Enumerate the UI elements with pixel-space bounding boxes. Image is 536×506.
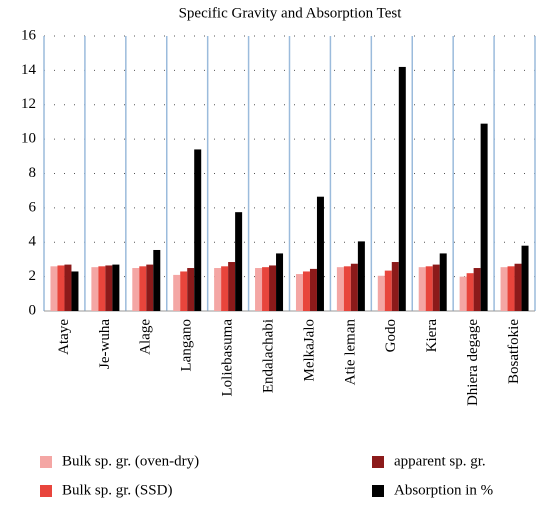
- bar: [350, 263, 358, 311]
- x-tick-label: Langano: [179, 319, 195, 371]
- x-tick-label: Godo: [383, 319, 399, 352]
- bar: [187, 268, 195, 311]
- bar: [214, 268, 222, 311]
- bar: [439, 253, 447, 311]
- bar: [466, 273, 474, 311]
- bar: [255, 268, 263, 311]
- bar: [112, 264, 120, 311]
- bar: [425, 266, 433, 311]
- bar: [221, 266, 229, 311]
- bar: [302, 271, 310, 311]
- bar: [336, 267, 344, 311]
- bar: [432, 264, 440, 311]
- x-tick-label: Bosatfokie: [506, 319, 522, 384]
- bar: [309, 268, 317, 311]
- legend-swatch: [372, 485, 384, 497]
- bar: [507, 266, 515, 311]
- bar: [91, 267, 99, 311]
- bar: [500, 267, 508, 311]
- bar: [180, 271, 188, 311]
- bar: [418, 267, 426, 311]
- y-tick-label: 14: [21, 62, 37, 78]
- legend-label: Absorption in %: [394, 482, 493, 498]
- bar: [71, 271, 79, 311]
- x-tick-label: Atie leman: [342, 319, 358, 386]
- bar: [357, 241, 365, 311]
- y-tick-label: 10: [21, 131, 36, 147]
- legend-label: Bulk sp. gr. (SSD): [62, 482, 172, 498]
- bar: [514, 263, 522, 311]
- bar: [269, 265, 277, 311]
- bar: [228, 262, 236, 311]
- y-tick-label: 6: [29, 199, 37, 215]
- bar: [316, 196, 324, 311]
- bar: [64, 264, 72, 311]
- legend-swatch: [40, 456, 52, 468]
- x-tick-label: Ataye: [56, 319, 72, 355]
- bar: [132, 268, 140, 311]
- bar: [521, 245, 529, 311]
- bar: [276, 253, 284, 311]
- y-tick-label: 12: [21, 96, 36, 112]
- bar: [146, 264, 154, 311]
- y-tick-label: 8: [29, 165, 37, 181]
- x-tick-label: MelkaJalo: [301, 319, 317, 381]
- bar: [50, 266, 58, 311]
- y-tick-label: 16: [21, 27, 37, 43]
- bar: [105, 265, 113, 311]
- bar: [139, 266, 147, 311]
- bar: [384, 270, 392, 311]
- x-tick-label: Alage: [138, 319, 154, 355]
- bar: [98, 266, 106, 311]
- bar: [391, 262, 399, 311]
- legend-swatch: [40, 485, 52, 497]
- bar: [295, 274, 303, 311]
- x-tick-label: Je-wuha: [97, 319, 113, 369]
- y-tick-label: 0: [29, 302, 37, 318]
- bar: [235, 212, 243, 311]
- x-tick-label: Endalachabi: [260, 319, 276, 393]
- bar: [343, 266, 351, 311]
- legend-swatch: [372, 456, 384, 468]
- chart-title: Specific Gravity and Absorption Test: [179, 5, 403, 21]
- bar: [473, 268, 481, 311]
- bar: [459, 276, 467, 311]
- y-tick-label: 4: [29, 234, 37, 250]
- x-tick-label: Dhiera degage: [465, 319, 481, 406]
- bar: [377, 275, 385, 311]
- legend-label: apparent sp. gr.: [394, 453, 486, 469]
- bar: [173, 274, 181, 311]
- bar: [262, 267, 270, 311]
- y-tick-label: 2: [29, 268, 37, 284]
- legend-label: Bulk sp. gr. (oven-dry): [62, 453, 199, 469]
- bar: [153, 249, 161, 311]
- x-tick-label: Kiera: [424, 319, 440, 353]
- bar: [57, 265, 65, 311]
- x-tick-label: Loliebasuma: [220, 319, 236, 397]
- bar: [480, 123, 488, 311]
- bar: [398, 66, 406, 311]
- bar: [194, 149, 202, 311]
